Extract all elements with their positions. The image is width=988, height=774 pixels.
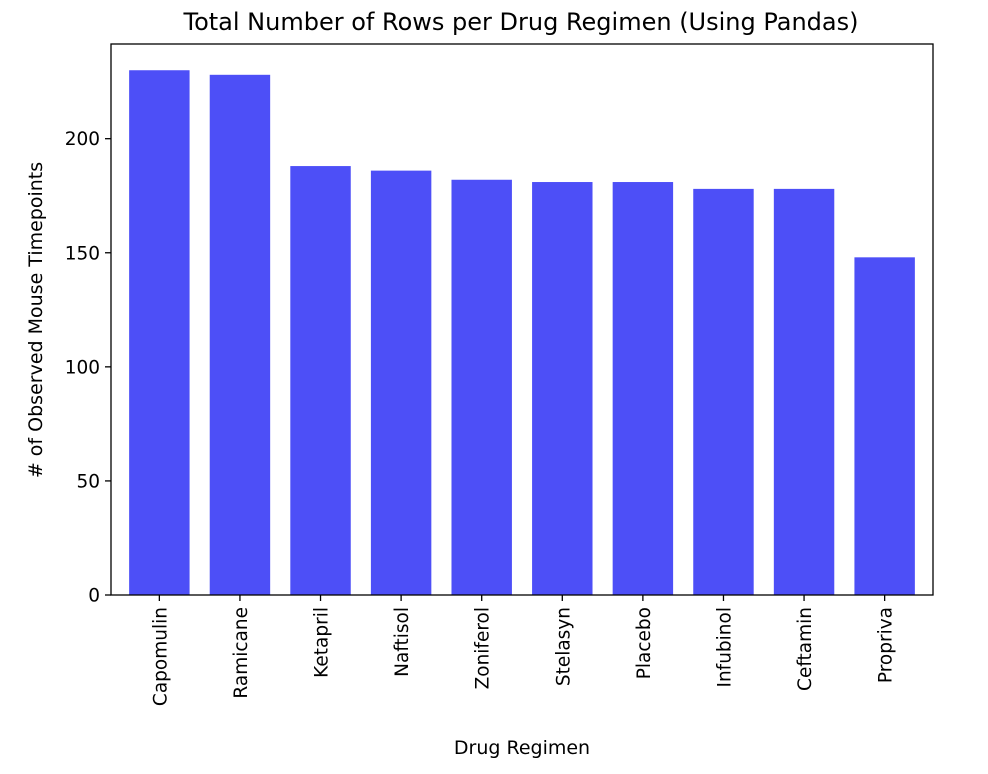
y-tick-label: 150 <box>65 243 100 264</box>
y-tick-label: 100 <box>65 357 100 378</box>
plot-frame <box>110 43 934 596</box>
y-axis: 0 50 100 150 200 <box>65 129 111 607</box>
x-tick-label: Capomulin <box>150 607 171 706</box>
bar-zoniferol <box>451 179 512 596</box>
x-tick-label: Propriva <box>876 607 897 683</box>
x-tick-label: Ramicane <box>231 607 252 699</box>
x-tick-label: Naftisol <box>392 607 413 677</box>
y-axis-label: # of Observed Mouse Timepoints <box>25 162 47 478</box>
x-tick-label: Zoniferol <box>473 607 494 689</box>
x-axis-label: Drug Regimen <box>454 737 590 759</box>
x-tick-label: Stelasyn <box>553 607 574 686</box>
bar-naftisol <box>370 170 432 596</box>
bar-infubinol <box>693 188 754 595</box>
x-axis: Capomulin Ramicane Ketapril Naftisol Zonifer… <box>150 595 897 706</box>
chart-title: Total Number of Rows per Drug Regimen (U… <box>183 8 859 36</box>
x-tick-label: Ceftamin <box>795 607 816 691</box>
bars-group <box>129 70 915 596</box>
x-tick-label: Infubinol <box>714 607 735 688</box>
x-tick-label: Placebo <box>634 607 655 679</box>
x-tick-label: Ketapril <box>312 607 333 678</box>
y-tick-label: 200 <box>65 129 100 150</box>
bar-propriva <box>854 257 915 595</box>
bar-placebo <box>612 182 674 595</box>
bar-ketapril <box>290 166 351 595</box>
bar-capomulin <box>129 70 190 595</box>
bar-ramicane <box>209 74 271 595</box>
y-tick-label: 50 <box>76 471 100 492</box>
bar-stelasyn <box>532 182 593 595</box>
bar-ceftamin <box>773 188 835 595</box>
y-tick-label: 0 <box>88 586 100 607</box>
